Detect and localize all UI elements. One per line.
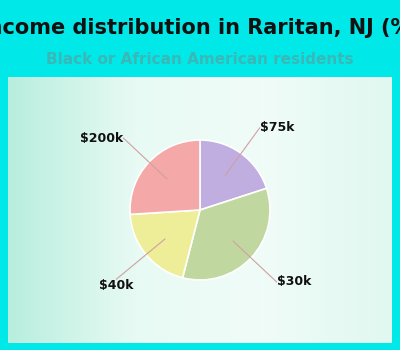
Wedge shape [130, 210, 200, 278]
Text: $30k: $30k [276, 275, 311, 288]
Text: $40k: $40k [99, 279, 134, 292]
Wedge shape [200, 140, 266, 210]
Text: Black or African American residents: Black or African American residents [46, 52, 354, 67]
Text: Income distribution in Raritan, NJ (%): Income distribution in Raritan, NJ (%) [0, 18, 400, 38]
Text: $200k: $200k [80, 132, 124, 145]
Text: $75k: $75k [260, 121, 294, 134]
Wedge shape [130, 140, 200, 215]
Wedge shape [182, 188, 270, 280]
